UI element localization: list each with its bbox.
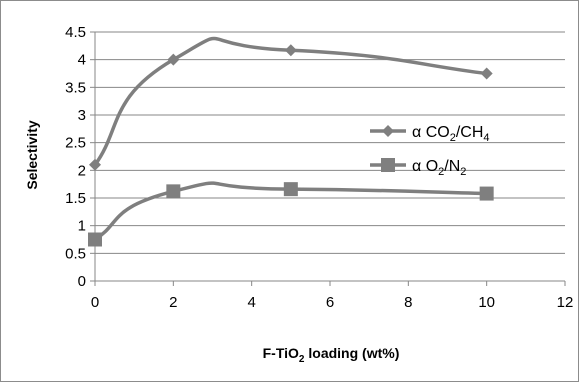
legend-label-sub: 4 <box>483 132 489 144</box>
x-axis-title-rest: loading (wt%) <box>304 345 399 361</box>
x-tick-label: 4 <box>247 294 255 311</box>
x-tick-label: 6 <box>326 294 334 311</box>
legend-label-part: /N <box>444 158 460 175</box>
y-tick-label: 4 <box>78 52 86 69</box>
y-tick-label: 1.5 <box>65 190 86 207</box>
data-point <box>167 53 180 66</box>
y-tick-label: 2.5 <box>65 135 86 152</box>
data-point <box>480 67 493 80</box>
legend-marker <box>382 125 394 137</box>
series-line <box>94 181 487 241</box>
y-tick-label: 3.5 <box>65 79 86 96</box>
data-point <box>283 182 298 197</box>
data-point <box>284 44 297 57</box>
axes <box>90 31 566 286</box>
legend-label-sub: 2 <box>450 132 456 144</box>
series-group <box>88 36 494 247</box>
data-point <box>89 158 101 171</box>
y-tick-label: 0 <box>78 273 86 290</box>
grid-lines <box>95 31 565 254</box>
legend-entry-1: α O2/N2 <box>370 158 466 178</box>
data-point <box>88 232 102 247</box>
y-tick-label: 2 <box>78 162 86 179</box>
data-point <box>479 186 494 201</box>
data-point <box>166 184 181 199</box>
legend-label-part: /CH <box>456 124 484 141</box>
series-line <box>93 36 487 166</box>
tick-labels: 0 0.5 1 1.5 2 2.5 3 3.5 4 4.5 0 2 4 6 8 10 12 <box>65 24 573 311</box>
legend-label-sub: 2 <box>460 166 466 178</box>
legend-label: α O2/N2 <box>412 158 466 178</box>
y-axis-title: Selectivity <box>24 120 40 189</box>
legend-marker <box>381 158 395 172</box>
legend-entry-0: α CO2/CH4 <box>370 124 490 144</box>
legend-label-part: α CO <box>412 124 450 141</box>
series-1 <box>88 181 494 247</box>
series-0 <box>89 36 493 171</box>
x-tick-label: 8 <box>404 294 412 311</box>
legend-label: α CO2/CH4 <box>412 124 490 144</box>
x-tick-label: 10 <box>478 294 495 311</box>
y-tick-label: 4.5 <box>65 24 86 41</box>
x-axis-title: F-TiO2 loading (wt%) <box>263 345 400 365</box>
x-tick-label: 12 <box>557 294 574 311</box>
legend-label-sub: 2 <box>438 166 444 178</box>
x-axis-title-sub: 2 <box>299 354 305 365</box>
y-tick-label: 0.5 <box>65 245 86 262</box>
y-tick-label: 1 <box>78 218 86 235</box>
legend-label-part: α O <box>412 158 438 175</box>
y-tick-label: 3 <box>78 107 86 124</box>
x-tick-label: 0 <box>91 294 99 311</box>
x-tick-label: 2 <box>169 294 177 311</box>
x-axis-title-main: F-TiO <box>263 345 299 361</box>
